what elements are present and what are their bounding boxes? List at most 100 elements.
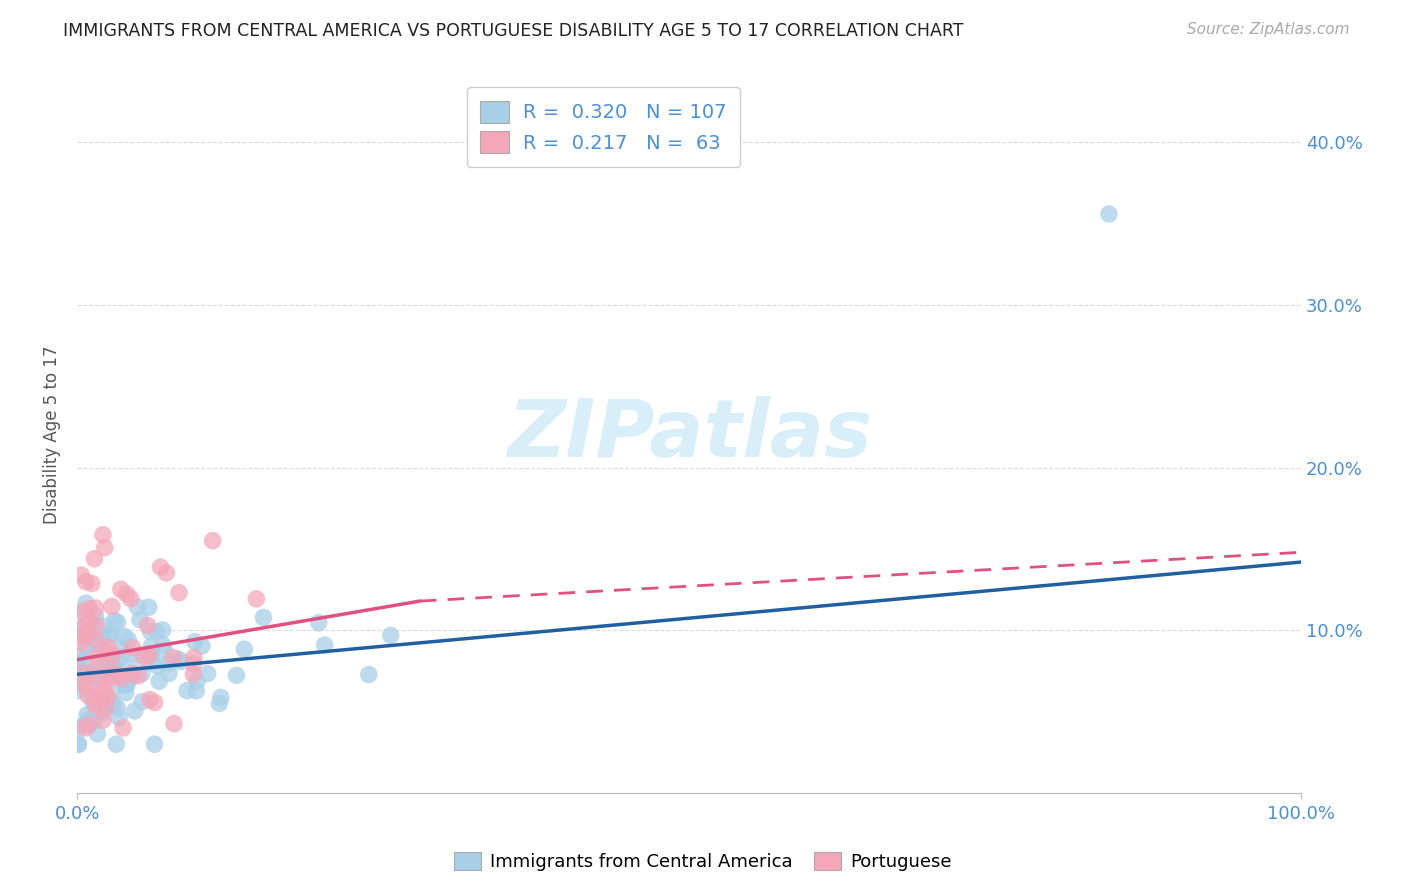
Point [110,640,132,655]
Point [107,615,129,630]
Point [70,637,93,651]
Point [110,650,132,665]
Point [73,678,96,692]
Point [93,541,115,555]
Point [191,639,214,653]
Point [73,605,96,619]
Point [139,692,162,706]
Point [70,605,93,619]
Point [143,696,166,710]
Point [84,632,107,647]
Point [91,713,114,727]
Point [67,737,90,751]
Point [84,650,107,665]
Point [80,576,103,591]
Point [114,686,136,700]
Point [84,609,107,624]
Point [79,626,101,640]
Text: Source: ZipAtlas.com: Source: ZipAtlas.com [1187,22,1350,37]
Point [120,591,142,606]
Point [82,695,104,709]
Point [118,672,141,686]
Point [314,638,336,652]
Point [69,665,91,679]
Point [97,640,120,655]
Point [105,653,128,667]
Text: ZIPatlas: ZIPatlas [506,396,872,475]
Point [308,615,330,630]
Point [98,628,121,642]
Point [97,690,120,704]
Point [90,669,112,683]
Point [105,701,128,715]
Point [186,684,208,698]
Point [91,658,114,673]
Point [139,624,162,639]
Point [76,638,98,652]
Point [148,674,170,689]
Point [145,624,167,639]
Point [357,667,380,681]
Point [115,678,138,692]
Point [131,666,153,681]
Point [93,619,115,633]
Point [149,560,172,574]
Point [170,655,193,669]
Point [167,585,190,599]
Point [82,691,104,706]
Point [162,650,184,665]
Point [91,706,114,720]
Point [67,683,90,698]
Point [201,533,224,548]
Point [89,683,111,698]
Point [138,600,160,615]
Point [70,568,93,582]
Point [75,574,97,589]
Point [134,650,156,665]
Point [245,591,267,606]
Point [75,721,97,735]
Point [176,683,198,698]
Point [72,666,94,681]
Point [100,627,122,641]
Point [91,691,114,706]
Point [86,727,108,741]
Point [117,677,139,691]
Point [127,669,149,683]
Point [77,615,100,629]
Point [84,618,107,632]
Point [110,678,132,692]
Point [100,654,122,668]
Point [153,643,176,657]
Point [76,631,98,645]
Point [76,707,98,722]
Point [101,648,124,662]
Point [77,681,100,695]
Y-axis label: Disability Age 5 to 17: Disability Age 5 to 17 [44,346,60,524]
Point [69,649,91,664]
Point [73,680,96,694]
Point [101,660,124,674]
Point [197,666,219,681]
Point [152,638,174,652]
Point [98,661,121,675]
Point [1098,207,1121,221]
Point [121,640,143,655]
Point [115,587,138,601]
Legend: R =  0.320   N = 107, R =  0.217   N =  63: R = 0.320 N = 107, R = 0.217 N = 63 [467,87,740,167]
Point [143,737,166,751]
Point [67,655,90,669]
Point [101,599,124,614]
Point [110,582,132,597]
Point [73,620,96,634]
Point [76,714,98,728]
Point [380,628,402,642]
Point [90,633,112,648]
Point [129,648,152,662]
Point [117,632,139,647]
Point [77,688,100,702]
Point [72,629,94,643]
Point [209,690,232,705]
Point [91,528,114,542]
Text: IMMIGRANTS FROM CENTRAL AMERICA VS PORTUGUESE DISABILITY AGE 5 TO 17 CORRELATION: IMMIGRANTS FROM CENTRAL AMERICA VS PORTU… [63,22,963,40]
